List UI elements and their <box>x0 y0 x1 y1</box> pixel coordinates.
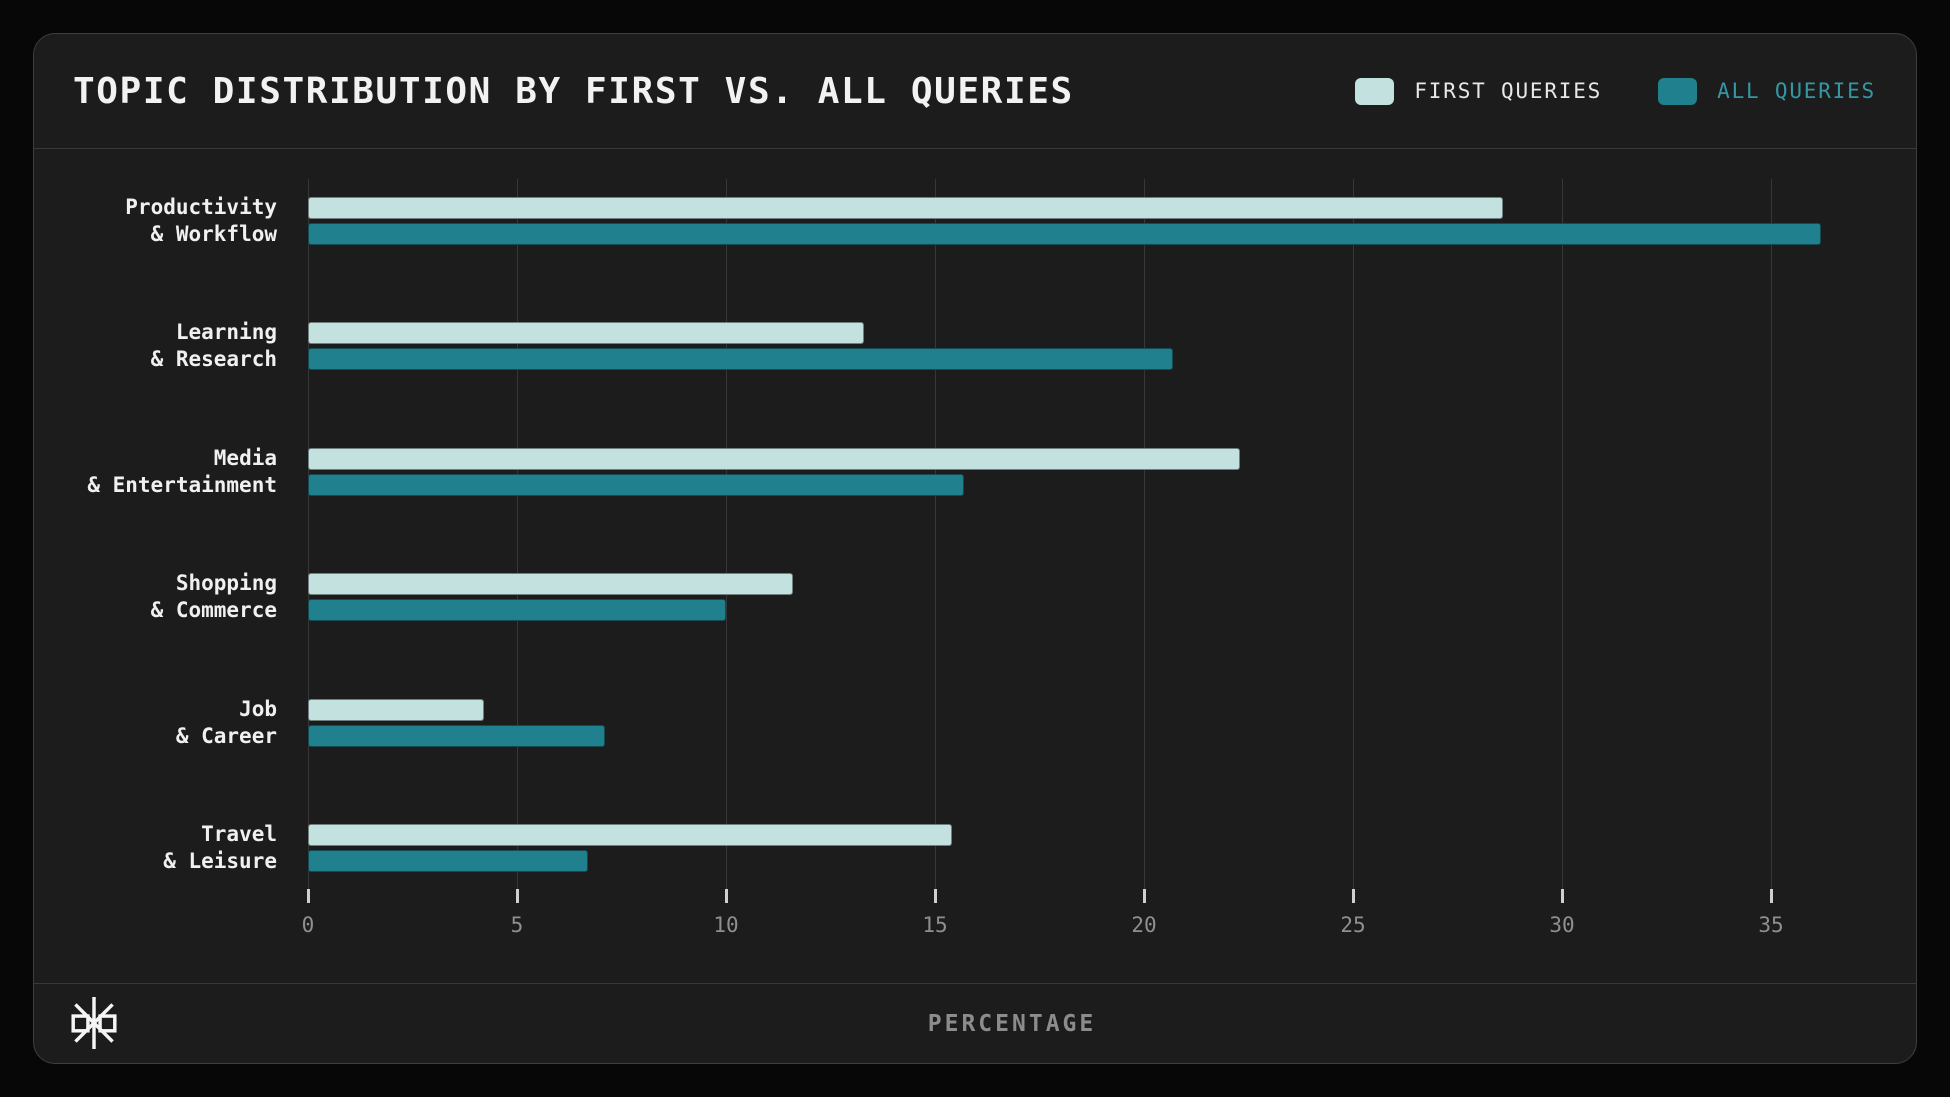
bar-all-queries <box>308 474 965 496</box>
category-label: Media & Entertainment <box>87 446 277 497</box>
axis-tick <box>1770 889 1773 903</box>
gridline <box>517 179 518 889</box>
category-label: Travel & Leisure <box>163 822 277 873</box>
category-label: Shopping & Commerce <box>150 571 277 622</box>
axis-tick <box>1352 889 1355 903</box>
axis-tick <box>307 889 310 903</box>
gridline <box>935 179 936 889</box>
bar-all-queries <box>308 850 589 872</box>
legend-swatch-all-queries <box>1658 77 1698 105</box>
axis-tick-label: 15 <box>922 913 948 937</box>
chart-title: TOPIC DISTRIBUTION BY FIRST VS. ALL QUER… <box>73 70 1074 112</box>
category-label: Learning & Research <box>150 320 277 371</box>
bar-all-queries <box>308 725 605 747</box>
legend-swatch-first-queries <box>1355 77 1395 105</box>
bar-first-queries <box>308 824 952 846</box>
axis-tick-label: 25 <box>1340 913 1366 937</box>
chart-footer: PERCENTAGE <box>34 983 1916 1063</box>
bar-first-queries <box>308 197 1504 219</box>
bar-first-queries <box>308 573 793 595</box>
bar-first-queries <box>308 322 864 344</box>
gridline <box>1144 179 1145 889</box>
gridline <box>1562 179 1563 889</box>
axis-tick-label: 20 <box>1131 913 1157 937</box>
legend: FIRST QUERIES ALL QUERIES <box>1355 77 1876 105</box>
axis-tick <box>1143 889 1146 903</box>
category-label: Job & Career <box>175 697 277 748</box>
legend-item-first-queries: FIRST QUERIES <box>1355 77 1603 105</box>
gridline <box>726 179 727 889</box>
bar-all-queries <box>308 223 1822 245</box>
axis-tick-label: 30 <box>1549 913 1575 937</box>
gridline <box>1353 179 1354 889</box>
axis-tick <box>1561 889 1564 903</box>
axis-tick-label: 35 <box>1758 913 1784 937</box>
plot-area: 0 5 10 15 20 25 30 35 Productivity & Workflow Lea… <box>34 150 1916 983</box>
chart-card: TOPIC DISTRIBUTION BY FIRST VS. ALL QUER… <box>33 33 1917 1064</box>
legend-item-all-queries: ALL QUERIES <box>1658 77 1876 105</box>
legend-label-all-queries: ALL QUERIES <box>1717 79 1876 103</box>
axis-tick <box>725 889 728 903</box>
axis-tick-label: 5 <box>510 913 524 937</box>
axis-tick <box>516 889 519 903</box>
chart-header: TOPIC DISTRIBUTION BY FIRST VS. ALL QUER… <box>34 34 1916 149</box>
gridline <box>308 179 309 889</box>
gridline <box>1771 179 1772 889</box>
bar-all-queries <box>308 348 1174 370</box>
bar-first-queries <box>308 448 1241 470</box>
legend-label-first-queries: FIRST QUERIES <box>1414 79 1603 103</box>
asterisk-logo-icon <box>71 997 117 1049</box>
bar-all-queries <box>308 599 726 621</box>
category-label: Productivity & Workflow <box>125 195 277 246</box>
axis-tick-label: 10 <box>713 913 739 937</box>
bar-first-queries <box>308 699 484 721</box>
x-axis-title: PERCENTAGE <box>927 1010 1097 1037</box>
axis-tick-label: 0 <box>301 913 315 937</box>
axis-tick <box>934 889 937 903</box>
